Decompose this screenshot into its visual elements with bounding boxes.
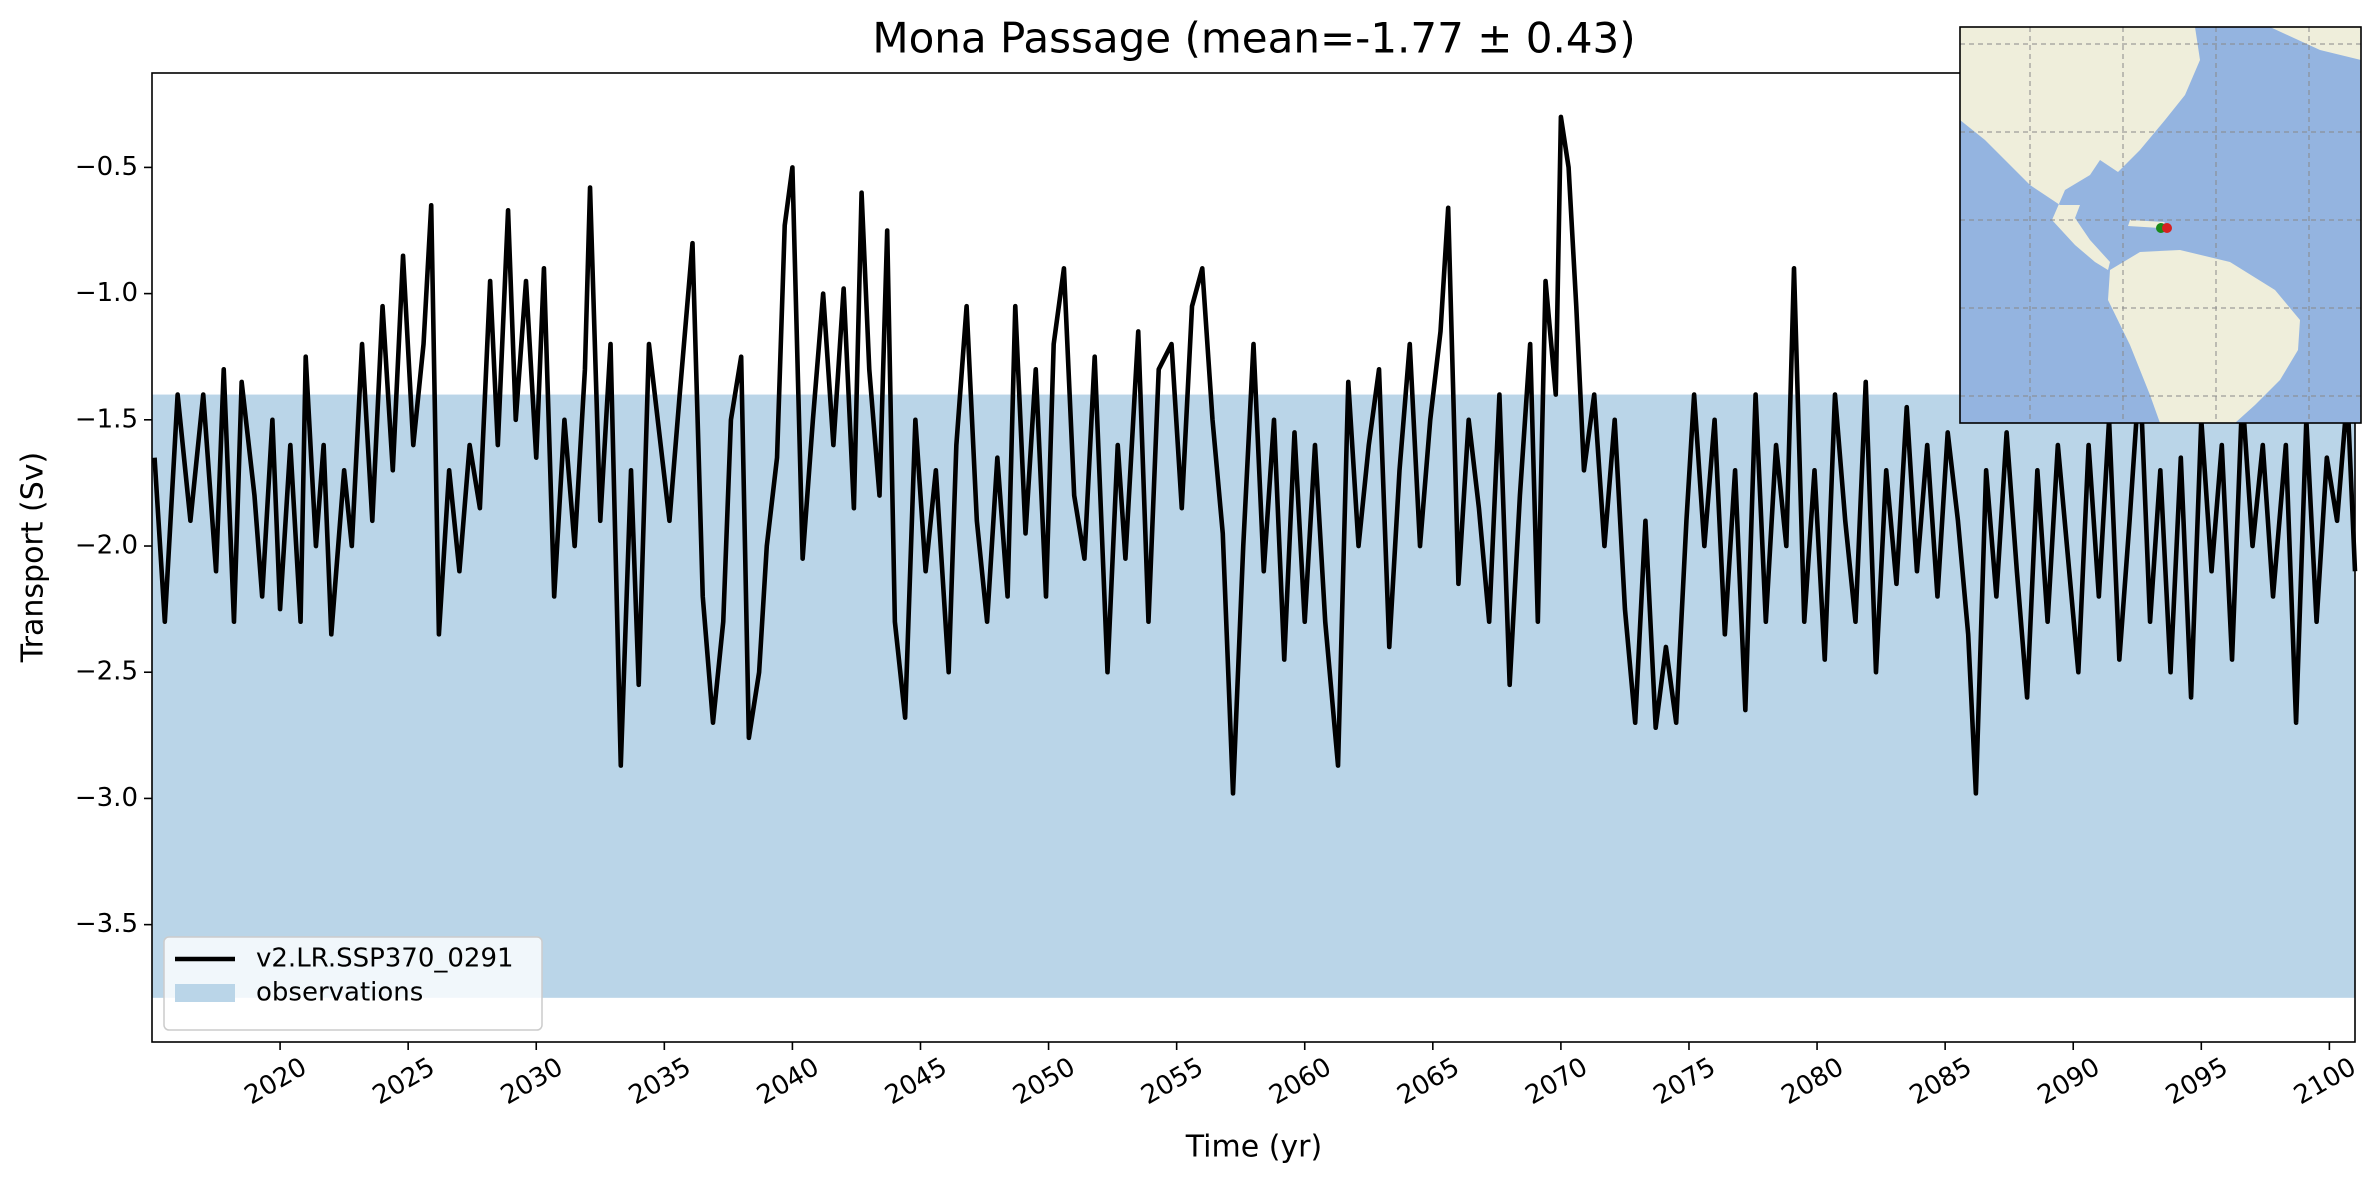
legend-box [163, 936, 543, 1031]
axes-frame [151, 72, 2356, 1043]
y-tick-label: −2.5 [75, 657, 138, 687]
legend: v2.LR.SSP370_0291 observations [163, 936, 543, 1031]
legend-label: v2.LR.SSP370_0291 [256, 944, 514, 974]
y-tick-label: −2.0 [75, 531, 138, 561]
legend-label: observations [256, 978, 423, 1008]
series-line [152, 114, 2358, 796]
plot-area [152, 114, 2358, 998]
y-tick-label: −3.0 [75, 783, 138, 813]
map-land-south-america [2108, 250, 2300, 423]
y-tick-label: −1.0 [75, 278, 138, 308]
y-axis-label: Transport (Sv) [16, 452, 51, 664]
x-axis-label: Time (yr) [1185, 1130, 1322, 1165]
map-frame [1959, 26, 2362, 424]
y-tick-label: −3.5 [75, 909, 138, 939]
map-land-north-america [1960, 27, 2200, 270]
legend-patch [175, 984, 235, 1002]
y-tick-label: −0.5 [75, 152, 138, 182]
chart-title: Mona Passage (mean=-1.77 ± 0.43) [872, 14, 1635, 63]
inset-map [1959, 26, 2362, 424]
map-land-caribbean [2128, 220, 2165, 228]
map-grid [1960, 27, 2361, 423]
map-marker-east [2162, 223, 2172, 233]
y-tick-label: −1.5 [75, 404, 138, 434]
